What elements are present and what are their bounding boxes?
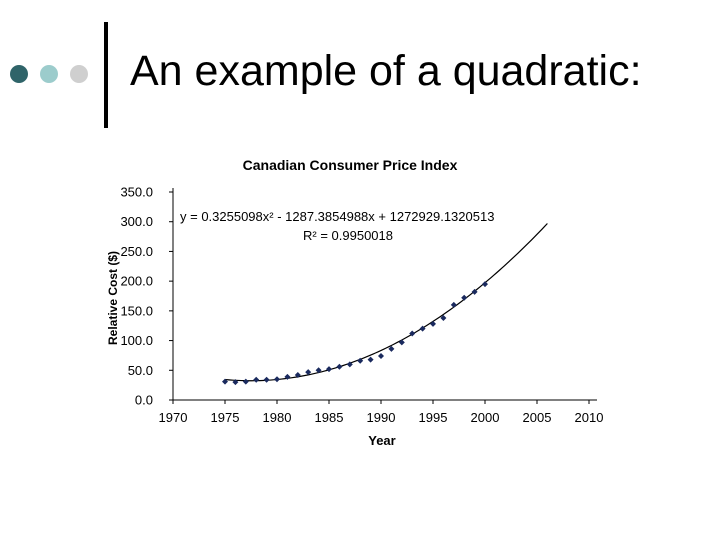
x-tick-label: 1970 [159,410,188,425]
data-point [284,373,291,380]
bullet-dot-icon [70,65,88,83]
x-tick-label: 1975 [211,410,240,425]
data-point [419,325,426,332]
data-point [263,376,270,383]
data-point [388,345,395,352]
data-point [471,288,478,295]
data-point [326,366,332,373]
x-tick-label: 1985 [315,410,344,425]
x-tick-label: 2010 [575,410,604,425]
data-point [461,294,468,301]
bullet-dot-icon [10,65,28,83]
x-tick-label: 2000 [471,410,500,425]
data-point [242,378,249,385]
x-tick-label: 1980 [263,410,292,425]
y-tick-label: 250.0 [120,244,153,259]
data-point [357,357,364,364]
data-points [222,281,488,386]
x-tick-label: 1995 [419,410,448,425]
y-tick-label: 300.0 [120,214,153,229]
x-axis-label: Year [368,433,395,448]
x-tick-label: 2005 [523,410,552,425]
data-point [409,330,416,337]
y-tick-labels: 0.0 50.0 100.0 150.0 200.0 250.0 300.0 350.0 [120,185,173,408]
data-point [253,376,260,383]
cpi-chart: Canadian Consumer Price Index Relative C… [106,157,604,448]
data-point [315,367,322,374]
data-point [222,378,228,385]
data-point [430,320,436,327]
chart-title: Canadian Consumer Price Index [243,157,458,173]
data-point [450,301,457,308]
data-point [305,369,312,376]
bullet-dot-icon [40,65,58,83]
data-point [294,372,301,379]
data-point [336,363,343,370]
y-tick-label: 200.0 [120,274,153,289]
data-point [440,314,447,321]
y-tick-label: 50.0 [128,363,153,378]
r-squared-label: R² = 0.9950018 [303,228,393,243]
bullet-dots [10,65,100,85]
data-point [482,281,488,288]
title-divider [104,22,108,128]
trendline-equation: y = 0.3255098x² - 1287.3854988x + 127292… [180,209,494,224]
y-tick-label: 350.0 [120,185,153,200]
data-point [274,376,280,383]
y-axis-label: Relative Cost ($) [106,251,120,345]
slide-title: An example of a quadratic: [130,47,642,95]
x-tick-labels: 1970 1975 1980 1985 1990 1995 2000 2005 2010 [159,400,604,425]
y-tick-label: 100.0 [120,333,153,348]
y-tick-label: 150.0 [120,303,153,318]
trendline [224,223,548,382]
data-point [367,356,374,363]
data-point [378,353,384,360]
y-tick-label: 0.0 [135,393,153,408]
x-tick-label: 1990 [367,410,396,425]
data-point [346,361,353,368]
data-point [398,339,405,346]
data-point [232,379,239,386]
